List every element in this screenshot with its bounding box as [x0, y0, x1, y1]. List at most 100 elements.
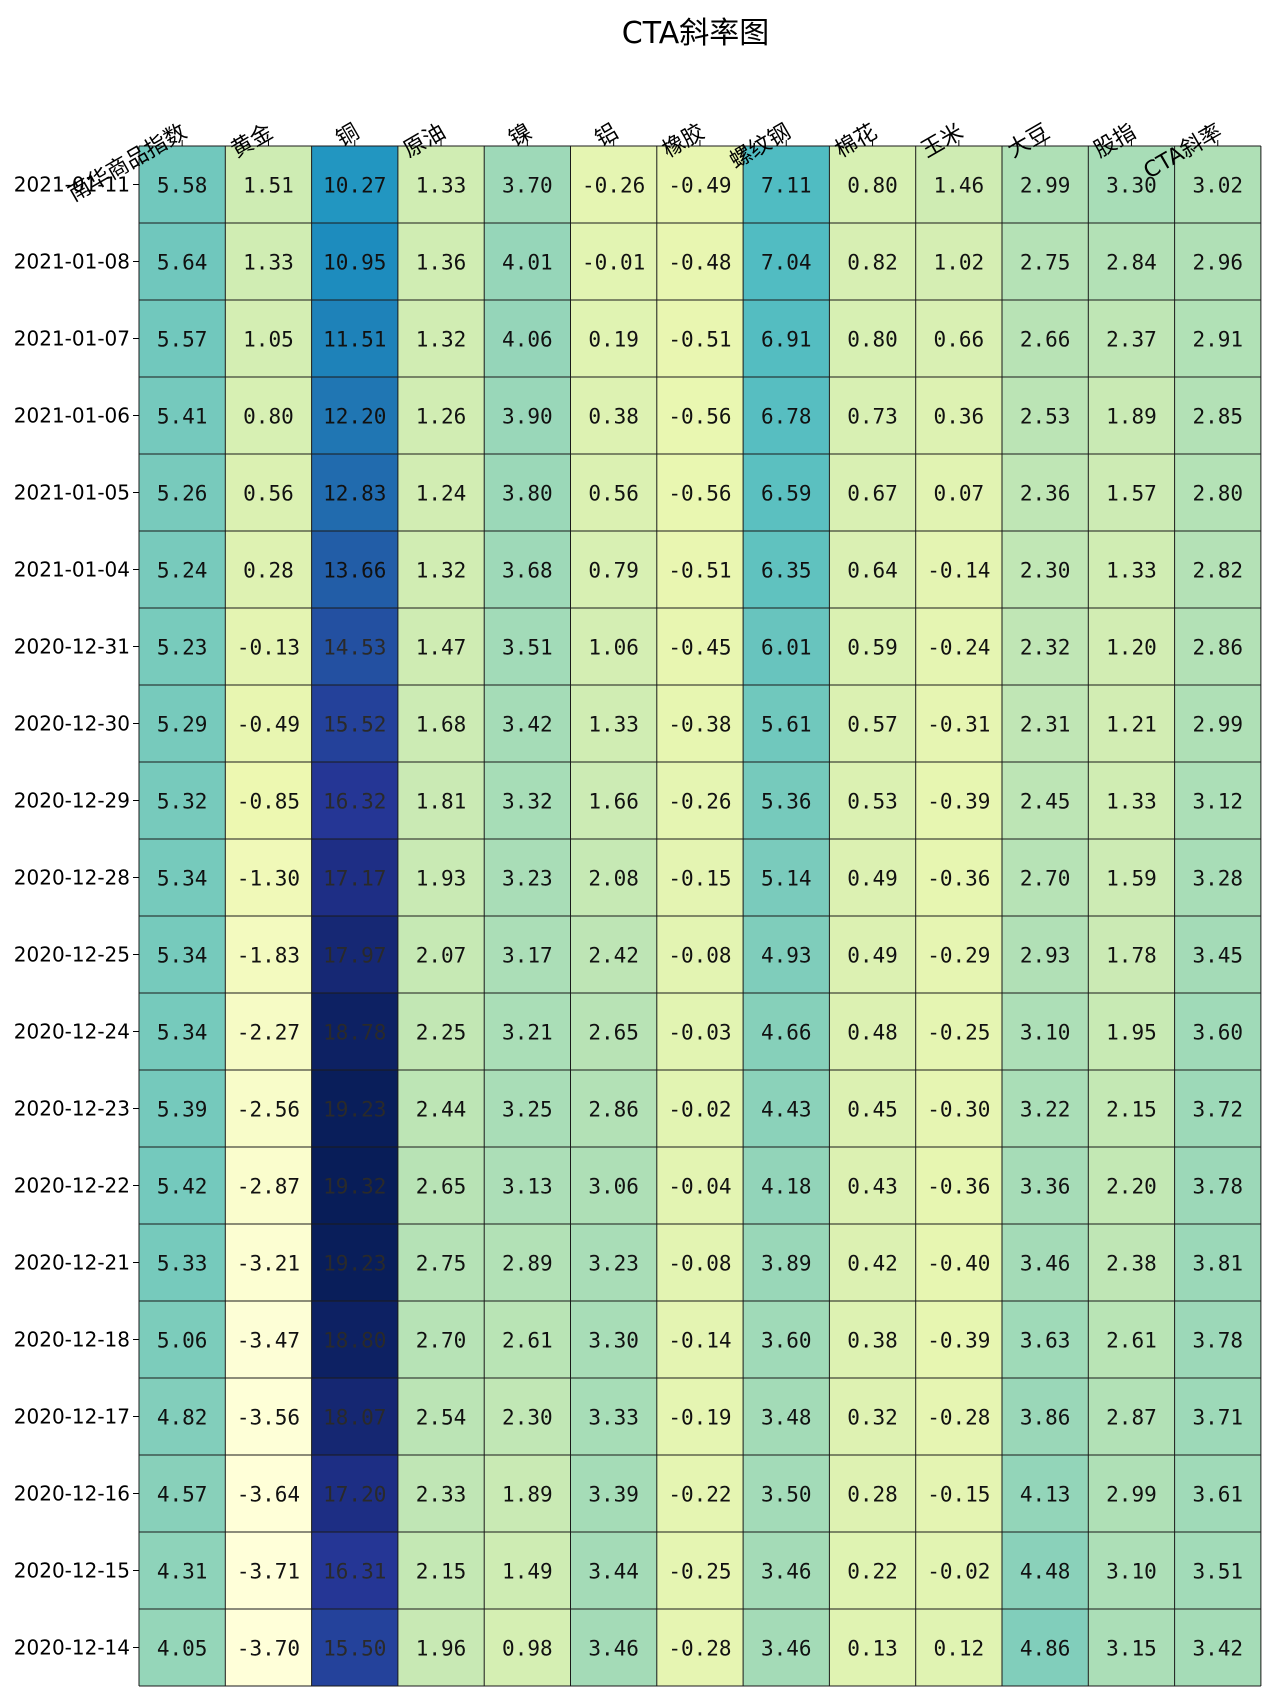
- cell-value-label: 6.01: [761, 636, 812, 660]
- heatmap-cell: [570, 531, 657, 608]
- cell-value-label: 2.53: [1020, 405, 1071, 429]
- heatmap-cell: [656, 993, 744, 1070]
- heatmap-cell: [484, 608, 571, 685]
- heatmap-cell: [225, 839, 312, 916]
- heatmap-cell: [1174, 1070, 1261, 1147]
- cell-value-label: 19.23: [323, 1252, 386, 1276]
- cell-value-label: -0.14: [668, 1329, 731, 1353]
- cell-value-label: 5.34: [157, 867, 208, 891]
- heatmap-cell: [1174, 1147, 1261, 1224]
- cell-value-label: 7.04: [761, 251, 812, 275]
- cell-value-label: 1.57: [1106, 482, 1157, 506]
- heatmap-cell: [915, 1301, 1002, 1378]
- cell-value-label: 10.95: [323, 251, 386, 275]
- heatmap-cell: [743, 608, 830, 685]
- cell-value-label: 0.38: [588, 405, 639, 429]
- cell-value-label: -0.25: [927, 1021, 990, 1045]
- cell-value-label: 3.02: [1192, 174, 1243, 198]
- heatmap-cell: [1174, 762, 1261, 839]
- heatmap-cell: [656, 531, 744, 608]
- cell-value-label: 3.81: [1192, 1252, 1243, 1276]
- cell-value-label: 5.14: [761, 867, 812, 891]
- cell-value-label: -0.08: [668, 1252, 731, 1276]
- y-tick-label: 2021-01-11: [14, 173, 130, 197]
- cell-value-label: -0.48: [668, 251, 731, 275]
- cell-value-label: 12.20: [323, 405, 386, 429]
- cell-value-label: 2.86: [1192, 636, 1243, 660]
- heatmap-cell: [743, 1455, 830, 1532]
- cell-value-label: 4.06: [502, 328, 553, 352]
- heatmap-cell: [1002, 1378, 1089, 1455]
- heatmap-cell: [484, 916, 571, 993]
- heatmap-cell: [311, 608, 398, 685]
- heatmap-cell: [397, 300, 485, 377]
- cell-value-label: 3.60: [761, 1329, 812, 1353]
- cell-value-label: -0.45: [668, 636, 731, 660]
- heatmap-cell: [1088, 454, 1175, 531]
- heatmap-cell: [915, 300, 1002, 377]
- heatmap-cell: [656, 1224, 744, 1301]
- cell-value-label: -0.02: [668, 1098, 731, 1122]
- cell-value-label: -3.21: [237, 1252, 300, 1276]
- cell-value-label: 3.32: [502, 790, 553, 814]
- heatmap-cell: [139, 608, 226, 685]
- cell-value-label: -0.15: [927, 1483, 990, 1507]
- heatmap-cell: [1174, 223, 1261, 300]
- cell-value-label: 4.13: [1020, 1483, 1071, 1507]
- cell-value-label: 17.17: [323, 867, 386, 891]
- cell-value-label: -0.19: [668, 1406, 731, 1430]
- heatmap-cell: [1002, 1301, 1089, 1378]
- cell-value-label: -0.30: [927, 1098, 990, 1122]
- heatmap-cell: [311, 762, 398, 839]
- heatmap-cell: [1088, 300, 1175, 377]
- y-tick-label: 2021-01-07: [14, 327, 130, 351]
- cell-value-label: 2.87: [1106, 1406, 1157, 1430]
- heatmap-cell: [1174, 1455, 1261, 1532]
- cell-value-label: 0.43: [847, 1175, 898, 1199]
- heatmap-cell: [829, 993, 916, 1070]
- y-tick-label: 2020-12-15: [14, 1559, 130, 1583]
- cell-value-label: 3.86: [1020, 1406, 1071, 1430]
- heatmap-cell: [829, 1224, 916, 1301]
- cell-value-label: 3.51: [1192, 1560, 1243, 1584]
- cell-value-label: 4.93: [761, 944, 812, 968]
- heatmap-cell: [829, 531, 916, 608]
- heatmap-cell: [1002, 1609, 1089, 1686]
- cell-value-label: 2.93: [1020, 944, 1071, 968]
- cell-value-label: 1.78: [1106, 944, 1157, 968]
- cell-value-label: -0.13: [237, 636, 300, 660]
- cell-value-label: -1.83: [237, 944, 300, 968]
- heatmap-cell: [225, 377, 312, 454]
- heatmap-cell: [915, 685, 1002, 762]
- heatmap-cell: [570, 377, 657, 454]
- cell-value-label: 0.13: [847, 1637, 898, 1661]
- cell-value-label: -0.28: [927, 1406, 990, 1430]
- heatmap-cell: [570, 1224, 657, 1301]
- heatmap-cell: [915, 1532, 1002, 1609]
- cell-value-label: 1.89: [1106, 405, 1157, 429]
- cell-value-label: 0.64: [847, 559, 898, 583]
- heatmap-cell: [397, 839, 485, 916]
- heatmap-cell: [570, 1609, 657, 1686]
- cell-value-label: 3.33: [588, 1406, 639, 1430]
- heatmap-cell: [225, 608, 312, 685]
- heatmap-cell: [225, 1224, 312, 1301]
- cell-value-label: 1.33: [1106, 790, 1157, 814]
- cell-value-label: 0.82: [847, 251, 898, 275]
- cell-value-label: 2.84: [1106, 251, 1157, 275]
- cell-value-label: 3.13: [502, 1175, 553, 1199]
- cell-value-label: 3.48: [761, 1406, 812, 1430]
- heatmap-cell: [397, 1532, 485, 1609]
- cell-value-label: 0.59: [847, 636, 898, 660]
- cell-value-label: 1.49: [502, 1560, 553, 1584]
- heatmap-cell: [915, 993, 1002, 1070]
- cell-value-label: 3.78: [1192, 1329, 1243, 1353]
- cell-value-label: 1.33: [243, 251, 294, 275]
- heatmap-cell: [743, 993, 830, 1070]
- heatmap-cell: [311, 916, 398, 993]
- cell-value-label: 5.24: [157, 559, 208, 583]
- cell-value-label: 3.06: [588, 1175, 639, 1199]
- heatmap-cell: [139, 1147, 226, 1224]
- heatmap-cell: [1088, 916, 1175, 993]
- heatmap-cell: [484, 531, 571, 608]
